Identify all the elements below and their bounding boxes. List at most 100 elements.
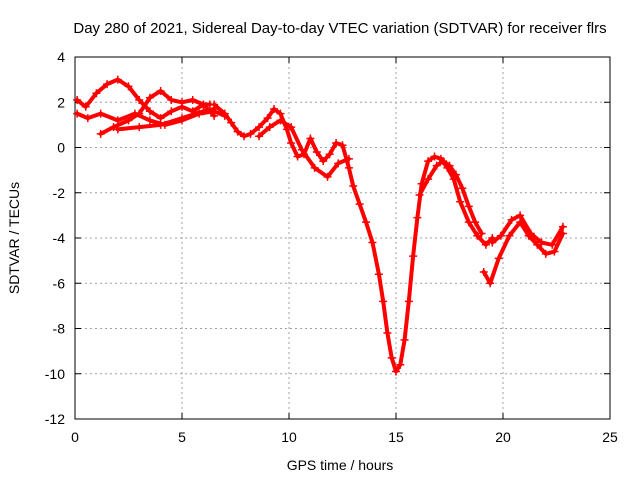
data-point [432, 161, 441, 170]
data-point [287, 138, 296, 147]
x-tick-label: 15 [388, 429, 404, 445]
data-point [413, 213, 422, 222]
series-trace-tail [481, 220, 565, 286]
data-point [145, 107, 154, 116]
data-point [548, 240, 557, 249]
data-point [430, 152, 439, 161]
data-point [456, 197, 465, 206]
data-point [334, 159, 343, 168]
series-trace-tail-upper [490, 213, 565, 247]
data-point [156, 120, 165, 129]
data-point [344, 163, 353, 172]
data-series [73, 75, 567, 376]
data-point [83, 114, 92, 123]
y-axis-label: SDTVAR / TECUs [6, 182, 22, 294]
data-point [124, 82, 133, 91]
x-tick-label: 25 [602, 429, 618, 445]
series-trace-lower [417, 159, 484, 236]
data-point [349, 181, 358, 190]
y-tick-label: -10 [45, 366, 65, 382]
data-point [526, 229, 535, 238]
y-tick-label: 4 [57, 49, 65, 65]
data-point [486, 279, 495, 288]
data-point [73, 95, 82, 104]
data-point [458, 184, 467, 193]
data-point [325, 150, 334, 159]
x-axis-label: GPS time / hours [287, 457, 394, 473]
data-point [255, 123, 264, 132]
data-point [473, 231, 482, 240]
data-point [113, 125, 122, 134]
data-point [396, 360, 405, 369]
data-point [507, 215, 516, 224]
data-point [227, 118, 236, 127]
data-point [130, 109, 139, 118]
data-point [263, 114, 272, 123]
x-tick-label: 10 [281, 429, 297, 445]
data-point [270, 105, 279, 114]
data-point [496, 231, 505, 240]
data-point [178, 98, 186, 107]
data-point [374, 270, 383, 279]
data-point [424, 175, 433, 184]
data-point [415, 191, 424, 200]
data-point [451, 170, 460, 179]
x-tick-label: 5 [178, 429, 186, 445]
data-point [265, 123, 274, 132]
data-point [178, 114, 186, 123]
data-point [255, 132, 264, 141]
data-point [481, 240, 490, 249]
y-tick-label: 2 [57, 94, 65, 110]
data-point [96, 129, 105, 138]
y-tick-label: -12 [45, 411, 65, 427]
data-point [167, 95, 176, 104]
data-point [383, 329, 392, 338]
data-point [109, 123, 118, 132]
data-point [92, 89, 101, 98]
data-point [392, 367, 400, 376]
data-point [103, 80, 112, 89]
data-point [409, 252, 418, 261]
y-tick-label: -4 [53, 230, 66, 246]
y-tick-label: -8 [53, 321, 66, 337]
data-point [400, 335, 409, 344]
data-point [210, 100, 219, 109]
data-point [344, 154, 353, 163]
x-tick-label: 20 [495, 429, 511, 445]
data-point [199, 100, 208, 109]
data-point [516, 211, 525, 220]
data-point [96, 109, 105, 118]
data-point [297, 145, 306, 154]
data-point [293, 152, 302, 161]
y-tick-label: -6 [53, 275, 66, 291]
data-point [404, 297, 413, 306]
data-point [113, 75, 122, 84]
data-point [368, 238, 377, 247]
data-point [323, 172, 332, 181]
data-point [145, 116, 154, 125]
data-point [156, 114, 165, 123]
data-point [233, 127, 242, 136]
data-point [471, 218, 480, 227]
series-trace-main [212, 102, 495, 374]
data-point [135, 123, 144, 132]
data-point [445, 161, 454, 170]
data-point [287, 123, 296, 132]
data-point [276, 109, 285, 118]
data-point [488, 238, 497, 247]
data-point [332, 138, 341, 147]
data-point [477, 229, 486, 238]
data-point [541, 249, 550, 258]
data-point [355, 200, 364, 209]
data-point [379, 297, 388, 306]
data-point [240, 132, 249, 141]
data-point [558, 222, 567, 231]
series-trace-return [257, 118, 351, 179]
data-point [73, 109, 82, 118]
x-tick-label: 0 [71, 429, 79, 445]
data-point [479, 267, 488, 276]
data-point [135, 95, 144, 104]
data-point [505, 231, 514, 240]
data-point [246, 129, 255, 138]
